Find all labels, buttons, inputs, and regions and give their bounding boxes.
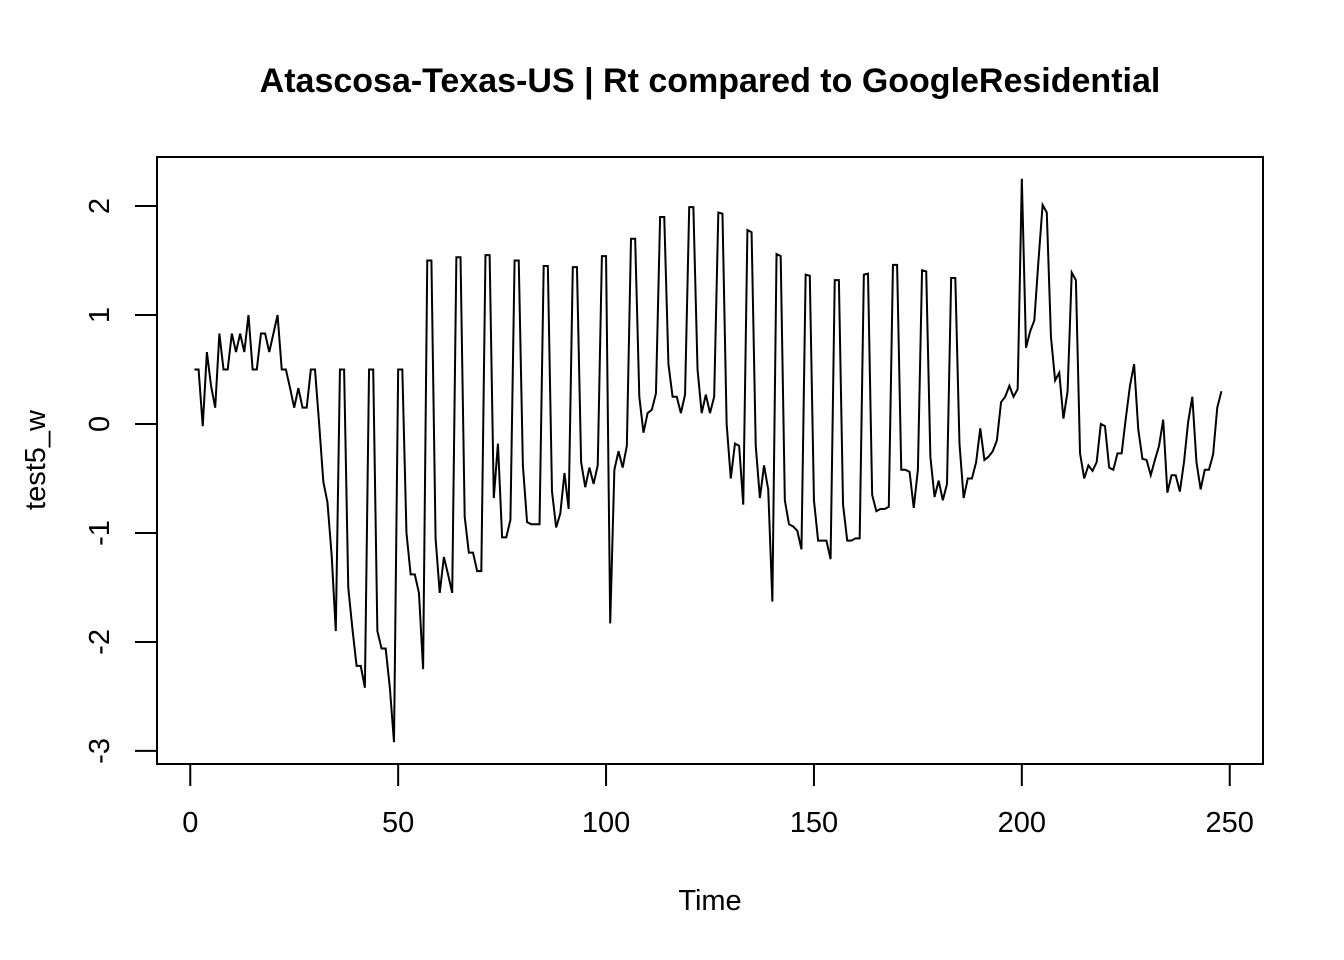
y-tick-label: -2 [84, 629, 116, 655]
y-tick-label: -3 [84, 738, 116, 764]
x-tick-label: 250 [1206, 807, 1254, 839]
x-axis-label: Time [678, 885, 741, 917]
x-tick-label: 200 [998, 807, 1046, 839]
y-tick-label: 0 [84, 416, 116, 432]
series-line-0 [194, 178, 1223, 743]
x-tick-label: 0 [182, 807, 198, 839]
y-axis: -3 -2 -1 0 1 2 [84, 198, 158, 764]
x-tick-label: 150 [790, 807, 838, 839]
chart-title: Atascosa-Texas-US | Rt compared to Googl… [260, 62, 1161, 100]
x-axis: 0 50 100 150 200 250 [182, 763, 1254, 839]
series-layer [194, 178, 1223, 743]
y-tick-label: 2 [84, 198, 116, 214]
y-axis-label: test5_w [20, 409, 52, 510]
x-tick-label: 100 [582, 807, 630, 839]
y-tick-label: -1 [84, 520, 116, 546]
y-tick-label: 1 [84, 307, 116, 323]
x-tick-label: 50 [382, 807, 414, 839]
